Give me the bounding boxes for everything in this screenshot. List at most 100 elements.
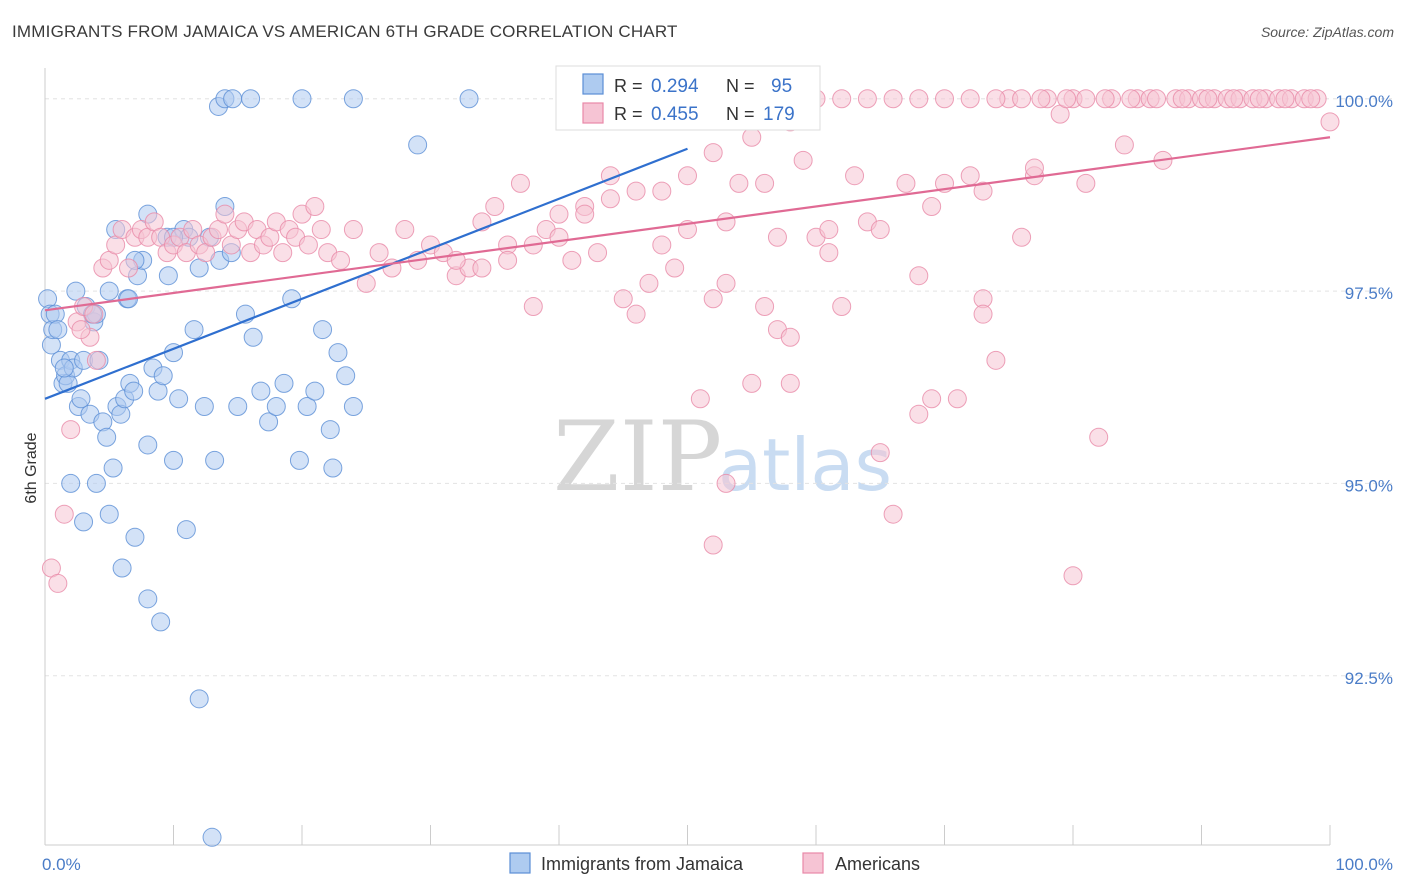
data-point (562, 250, 582, 270)
data-point (870, 443, 890, 463)
data-point (639, 273, 659, 293)
data-point (1012, 89, 1032, 109)
data-point (124, 381, 144, 401)
data-point (716, 473, 736, 493)
data-point (86, 350, 106, 370)
data-point (54, 504, 74, 524)
data-point (600, 189, 620, 209)
data-point (498, 250, 518, 270)
data-point (176, 520, 196, 540)
legend-swatch-jamaica (582, 73, 604, 95)
bottom-legend-swatch-jamaica (509, 852, 531, 874)
data-point (369, 243, 389, 263)
data-point (205, 450, 225, 470)
legend-swatch-americans (582, 102, 604, 124)
y-tick-label: 95.0% (1345, 476, 1393, 495)
data-point (86, 473, 106, 493)
data-point (48, 573, 68, 593)
data-point (896, 173, 916, 193)
data-point (184, 320, 204, 340)
data-point (292, 89, 312, 109)
data-point (153, 366, 173, 386)
stats-legend: R = 0.294 N = 95 R = 0.455 N = 179 (555, 65, 821, 131)
data-point (298, 235, 318, 255)
data-point (138, 589, 158, 609)
data-point (61, 420, 81, 440)
data-point (99, 281, 119, 301)
trend-line (44, 136, 1331, 312)
data-point (652, 181, 672, 201)
x-tick-label-start: 0.0% (42, 855, 81, 874)
bottom-legend-label-americans: Americans (835, 854, 920, 874)
data-point (986, 350, 1006, 370)
data-point (125, 527, 145, 547)
chart-title: IMMIGRANTS FROM JAMAICA VS AMERICAN 6TH … (12, 22, 678, 41)
data-point (973, 181, 993, 201)
data-point (1095, 89, 1115, 109)
data-point (819, 243, 839, 263)
data-point (194, 396, 214, 416)
data-point (112, 558, 132, 578)
data-point (151, 612, 171, 632)
y-tick-label: 100.0% (1335, 92, 1393, 111)
data-point (819, 220, 839, 240)
data-point (215, 204, 235, 224)
legend-r-label-jamaica: R = (614, 76, 643, 96)
data-point (845, 166, 865, 186)
data-point (343, 89, 363, 109)
data-point (742, 373, 762, 393)
data-point (343, 396, 363, 416)
data-point (690, 389, 710, 409)
data-point (328, 343, 348, 363)
data-point (1301, 89, 1321, 109)
data-point (1114, 135, 1134, 155)
data-point (613, 289, 633, 309)
data-point (138, 435, 158, 455)
data-point (54, 358, 74, 378)
data-point (1076, 89, 1096, 109)
data-point (922, 196, 942, 216)
data-point (549, 204, 569, 224)
data-point (909, 266, 929, 286)
data-point (223, 89, 243, 109)
legend-r-value-jamaica: 0.294 (651, 76, 699, 97)
data-point (755, 296, 775, 316)
data-point (1172, 89, 1192, 109)
data-point (343, 220, 363, 240)
data-point (71, 320, 91, 340)
data-point (935, 89, 954, 109)
legend-n-label-americans: N = (726, 104, 755, 124)
bottom-legend-swatch-americans (802, 852, 824, 874)
data-point (169, 389, 189, 409)
data-point (716, 212, 736, 232)
data-point (947, 389, 967, 409)
data-point (973, 304, 993, 324)
data-point (311, 220, 331, 240)
data-point (742, 127, 762, 147)
data-point (48, 320, 68, 340)
data-point (289, 450, 309, 470)
data-point (1320, 112, 1340, 132)
data-point (119, 258, 139, 278)
data-point (158, 266, 178, 286)
data-point (459, 89, 479, 109)
data-point (575, 204, 595, 224)
data-point (320, 420, 340, 440)
data-point (960, 89, 980, 109)
data-point (1031, 89, 1051, 109)
bottom-legend: Immigrants from Jamaica Americans (509, 852, 920, 874)
data-point (241, 89, 261, 109)
data-point (678, 166, 697, 186)
data-point (251, 381, 271, 401)
data-point (395, 220, 415, 240)
chart-source: Source: ZipAtlas.com (1260, 24, 1394, 40)
data-point (1063, 566, 1083, 586)
data-point (1089, 427, 1109, 447)
data-point (549, 227, 569, 247)
x-tick-label-end: 100.0% (1335, 855, 1393, 874)
data-point (243, 327, 263, 347)
data-point (793, 150, 813, 170)
data-point (883, 89, 903, 109)
data-point (652, 235, 672, 255)
